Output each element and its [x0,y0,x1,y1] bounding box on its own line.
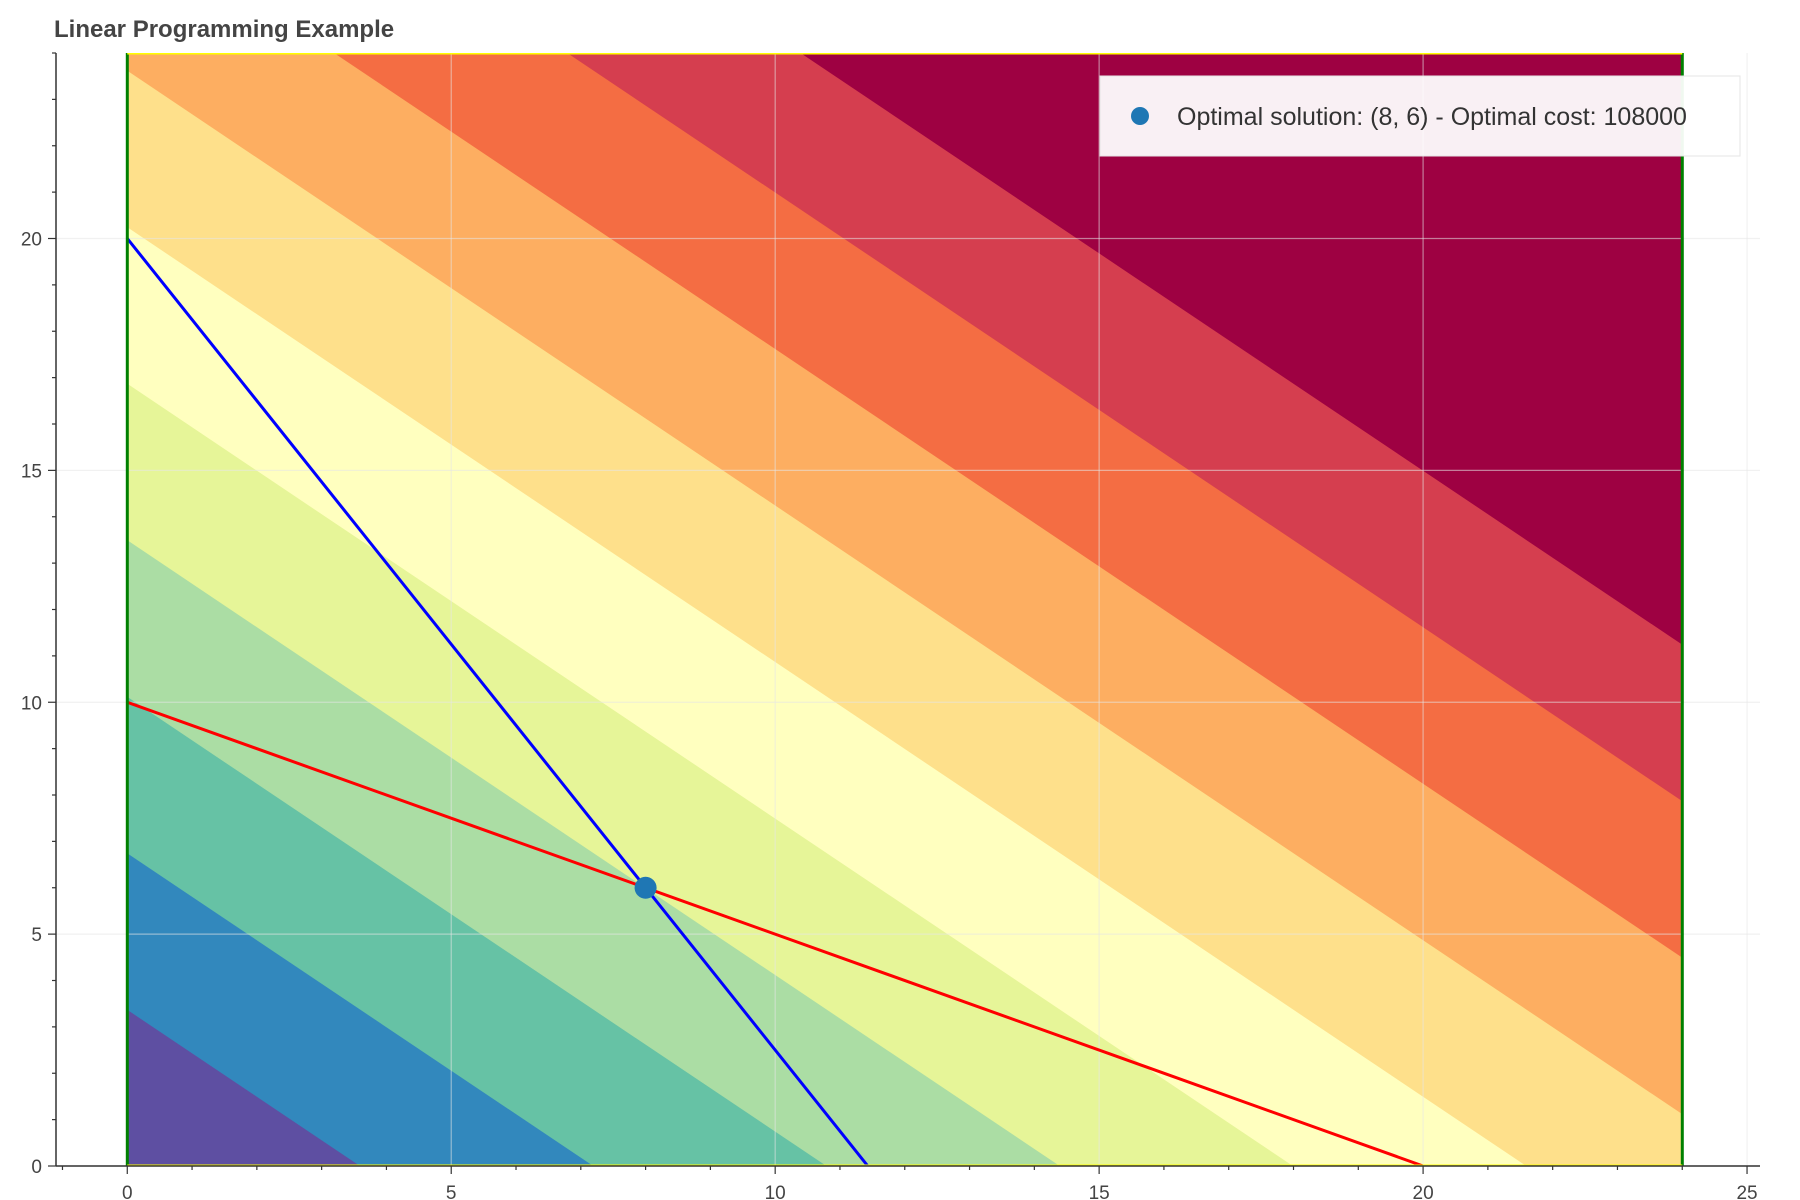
series-line-0 [126,237,869,1166]
y-tick-label: 0 [31,1157,42,1178]
chart-title: Linear Programming Example [54,16,395,43]
y-tick-label: 20 [21,230,42,251]
heatmap [127,53,1683,1166]
x-tick-label: 15 [1089,1183,1110,1200]
y-tick-label: 15 [21,461,42,482]
scatter-point [634,876,657,899]
legend-label: Optimal solution: (8, 6) - Optimal cost:… [1177,103,1687,131]
y-tick-label: 10 [21,693,42,714]
x-tick-label: 25 [1736,1183,1757,1200]
x-tick-label: 5 [446,1183,457,1200]
x-tick-label: 20 [1413,1183,1434,1200]
series-lines [125,53,1684,1166]
legend: Optimal solution: (8, 6) - Optimal cost:… [1099,75,1741,157]
x-tick-label: 10 [765,1183,786,1200]
axes: 0 5 10 15 20 25 0 5 10 15 20 [21,52,1760,1200]
x-tick-label: 0 [122,1183,133,1200]
legend-marker [1131,107,1149,125]
legend-box [1099,75,1741,157]
y-tick-label: 5 [31,925,42,946]
grid [56,53,1760,1167]
series-line-1 [126,700,1424,1166]
